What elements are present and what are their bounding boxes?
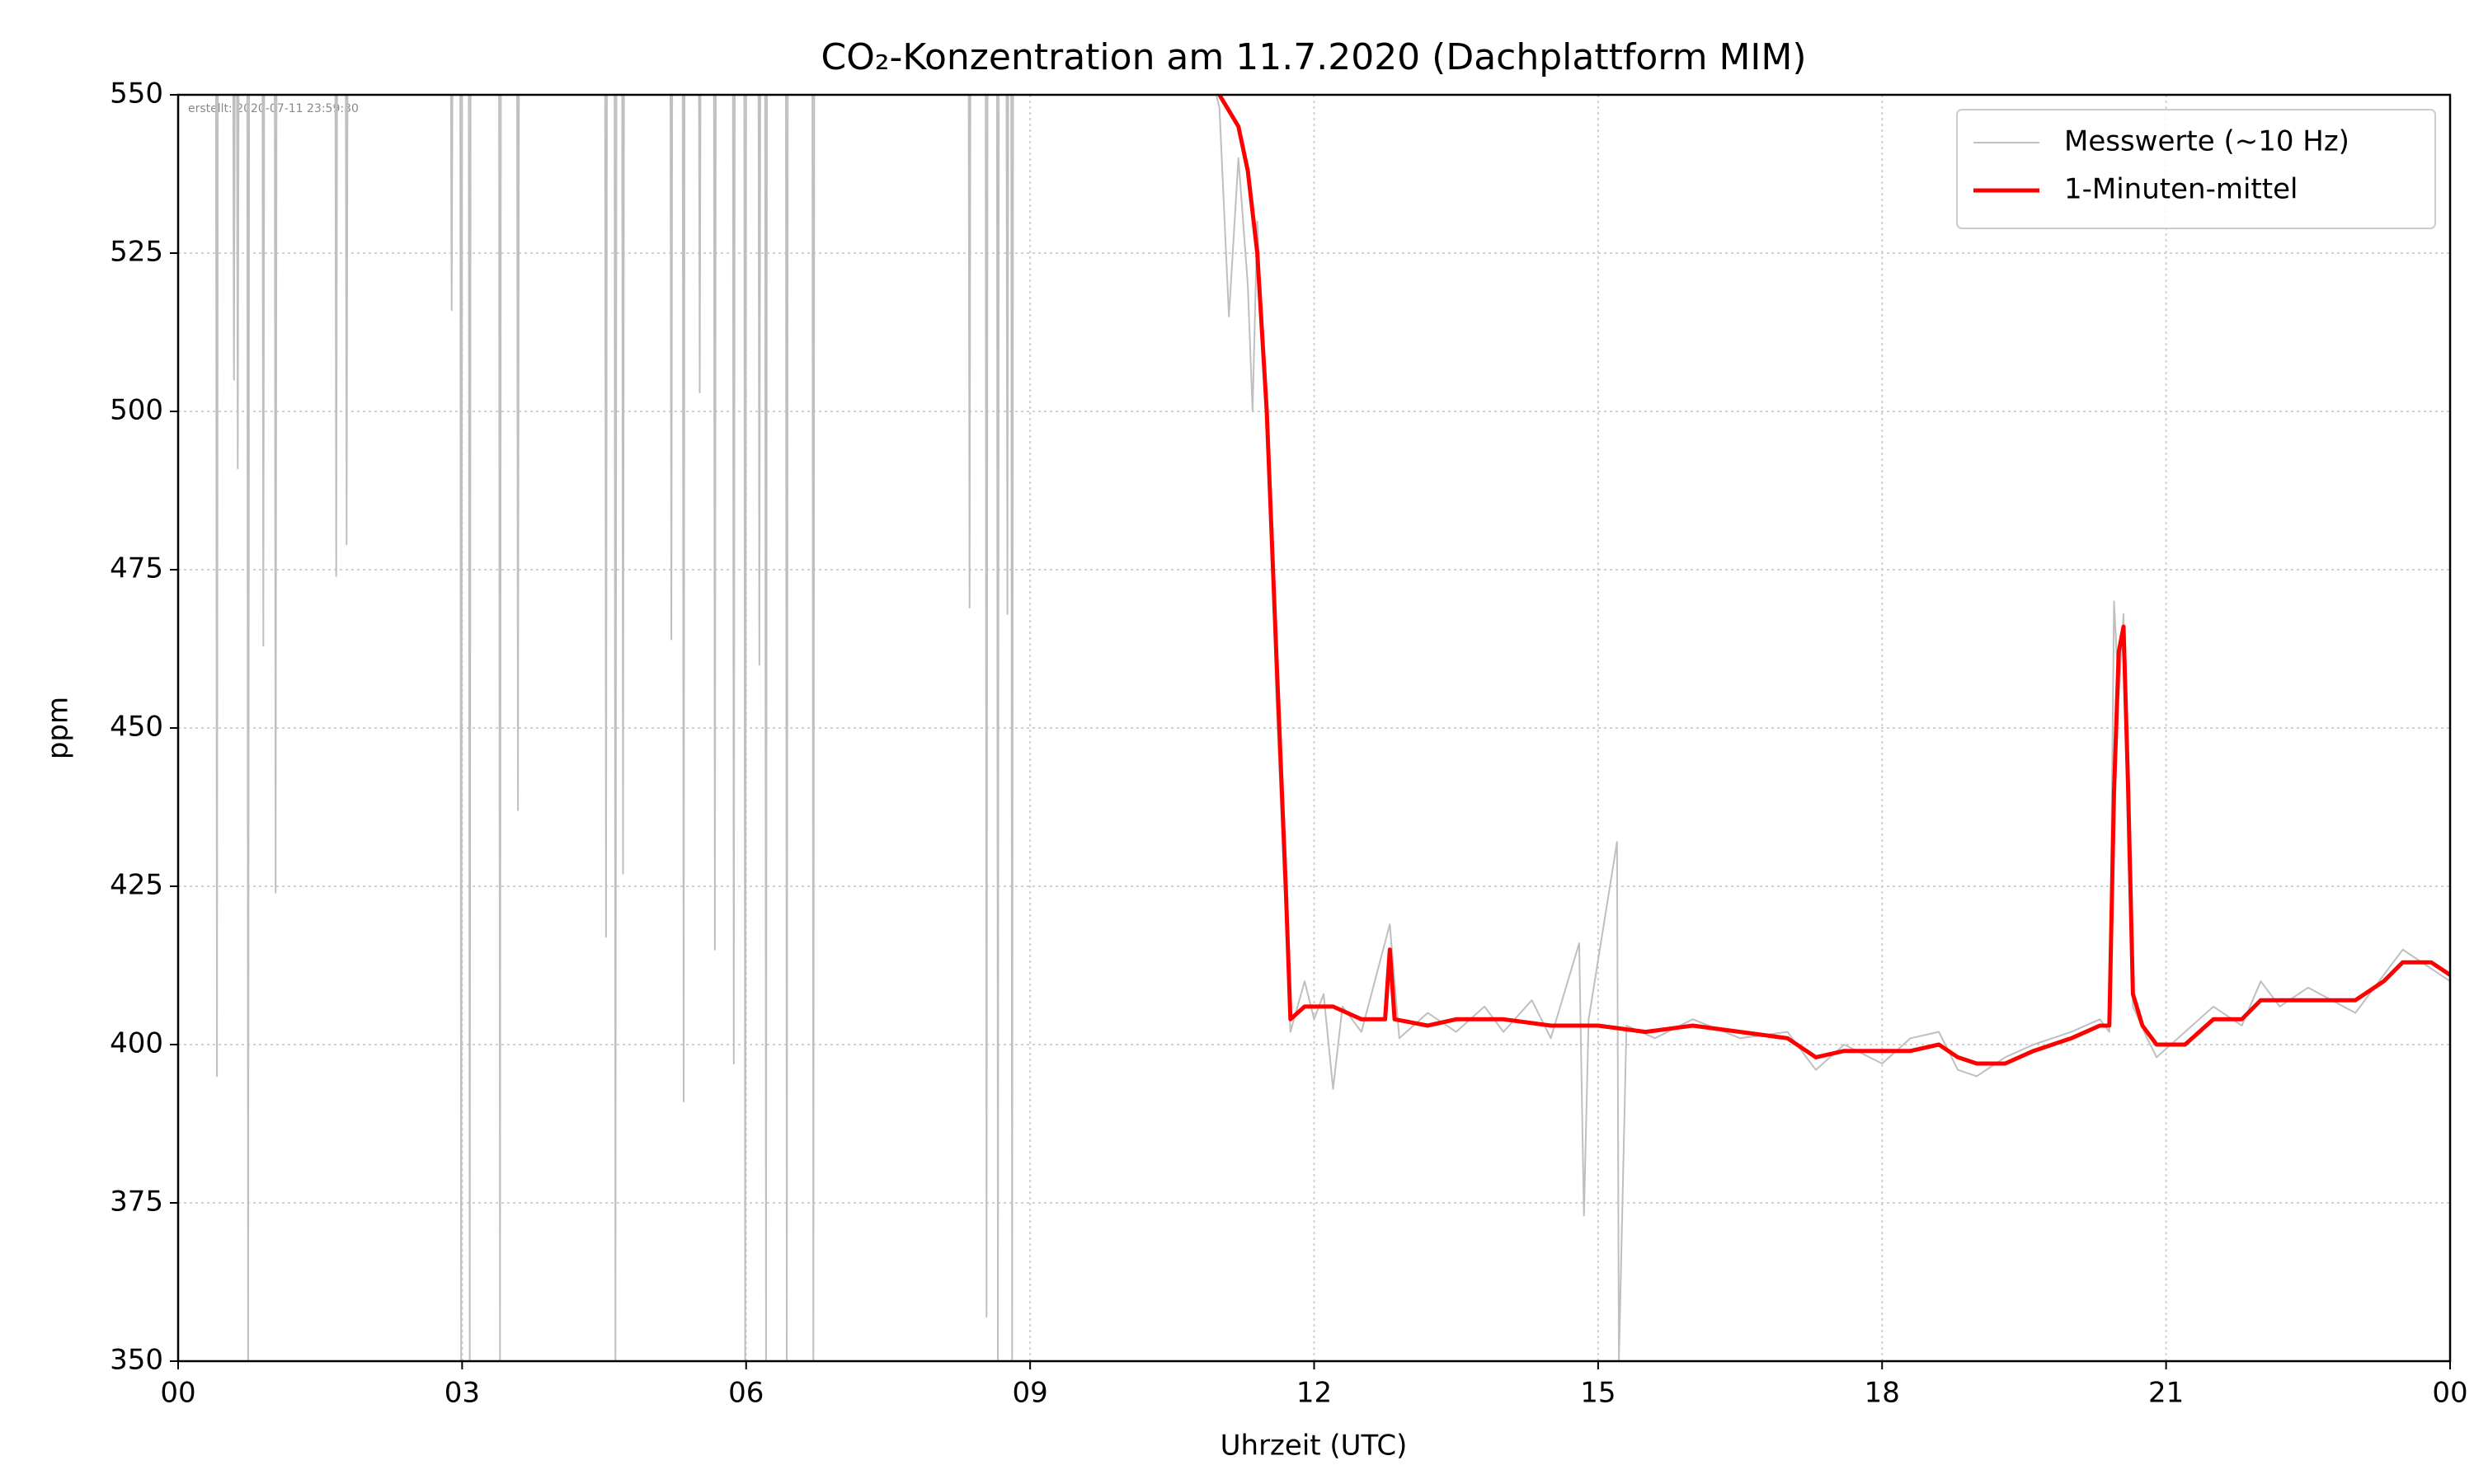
x-tick-label: 18: [1865, 1377, 1900, 1410]
y-tick-label: 450: [110, 711, 163, 744]
x-tick-label: 06: [728, 1377, 764, 1410]
annotation: erstellt: 2020-07-11 23:59:30: [188, 102, 359, 115]
chart-title: CO₂-Konzentration am 11.7.2020 (Dachplat…: [821, 36, 1806, 78]
x-tick-label: 09: [1012, 1377, 1047, 1410]
y-tick-label: 500: [110, 394, 163, 427]
x-axis-label: Uhrzeit (UTC): [1221, 1430, 1408, 1463]
y-tick-label: 425: [110, 869, 163, 902]
x-tick-label: 03: [444, 1377, 480, 1410]
legend-label: Messwerte (~10 Hz): [2064, 125, 2349, 158]
plot-area: [214, 95, 2450, 1361]
y-tick-label: 375: [110, 1186, 163, 1219]
x-tick-label: 12: [1296, 1377, 1332, 1410]
y-axis-label: ppm: [42, 697, 75, 759]
legend-label: 1-Minuten-mittel: [2064, 173, 2298, 206]
y-tick-label: 525: [110, 236, 163, 269]
x-tick-label: 21: [2148, 1377, 2184, 1410]
y-tick-label: 475: [110, 552, 163, 585]
x-tick-label: 00: [2432, 1377, 2467, 1410]
series-line: [1217, 95, 2450, 1066]
x-tick-label: 15: [1580, 1377, 1616, 1410]
plot-frame: [176, 93, 2452, 1363]
x-tick-label: 00: [160, 1377, 195, 1410]
y-tick-label: 350: [110, 1344, 163, 1377]
y-tick-label: 400: [110, 1027, 163, 1060]
legend-box: [1956, 109, 2436, 229]
y-tick-label: 550: [110, 77, 163, 110]
